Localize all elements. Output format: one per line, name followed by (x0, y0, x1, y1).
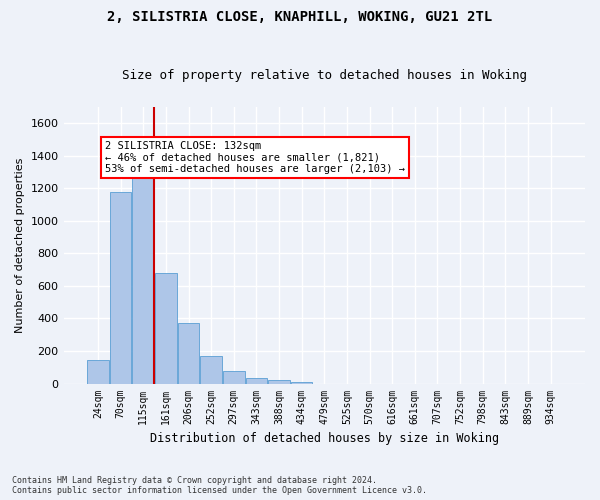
Y-axis label: Number of detached properties: Number of detached properties (15, 158, 25, 333)
Bar (110, 192, 131, 384)
Text: 2, SILISTRIA CLOSE, KNAPHILL, WOKING, GU21 2TL: 2, SILISTRIA CLOSE, KNAPHILL, WOKING, GU… (107, 10, 493, 24)
Bar (245, 378, 267, 384)
Bar (155, 273, 176, 384)
X-axis label: Distribution of detached houses by size in Woking: Distribution of detached houses by size … (150, 432, 499, 445)
Bar (178, 322, 199, 384)
Bar (223, 370, 245, 384)
Bar (133, 178, 154, 384)
Bar (268, 380, 290, 384)
Bar (87, 360, 109, 384)
Text: 2 SILISTRIA CLOSE: 132sqm
← 46% of detached houses are smaller (1,821)
53% of se: 2 SILISTRIA CLOSE: 132sqm ← 46% of detac… (105, 141, 405, 174)
Bar (291, 382, 313, 384)
Bar (200, 356, 222, 384)
Text: Contains HM Land Registry data © Crown copyright and database right 2024.
Contai: Contains HM Land Registry data © Crown c… (12, 476, 427, 495)
Title: Size of property relative to detached houses in Woking: Size of property relative to detached ho… (122, 69, 527, 82)
